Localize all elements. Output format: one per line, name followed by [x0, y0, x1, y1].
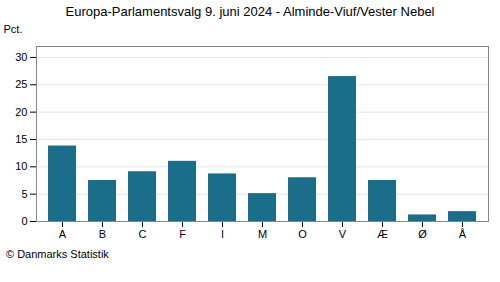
svg-text:Æ: Æ [377, 228, 388, 240]
svg-text:M: M [258, 228, 267, 240]
svg-text:30: 30 [15, 51, 27, 63]
svg-text:I: I [221, 228, 224, 240]
svg-text:O: O [298, 228, 307, 240]
svg-text:F: F [179, 228, 186, 240]
svg-text:C: C [139, 228, 147, 240]
svg-text:20: 20 [15, 106, 27, 118]
svg-text:Pct.: Pct. [4, 23, 23, 35]
svg-text:Å: Å [459, 228, 467, 240]
html-text:Europa-Parlamentsvalg 9. juni: Europa-Parlamentsvalg 9. juni 2024 - Alm… [65, 4, 435, 19]
svg-text:A: A [59, 228, 67, 240]
svg-text:10: 10 [15, 160, 27, 172]
svg-text:0: 0 [21, 215, 27, 227]
svg-text:15: 15 [15, 133, 27, 145]
svg-text:Ø: Ø [418, 228, 427, 240]
svg-text:V: V [339, 228, 347, 240]
svg-text:5: 5 [21, 188, 27, 200]
svg-text:25: 25 [15, 78, 27, 90]
svg-text:B: B [99, 228, 106, 240]
html-text:© Danmarks Statistik: © Danmarks Statistik [6, 248, 109, 260]
